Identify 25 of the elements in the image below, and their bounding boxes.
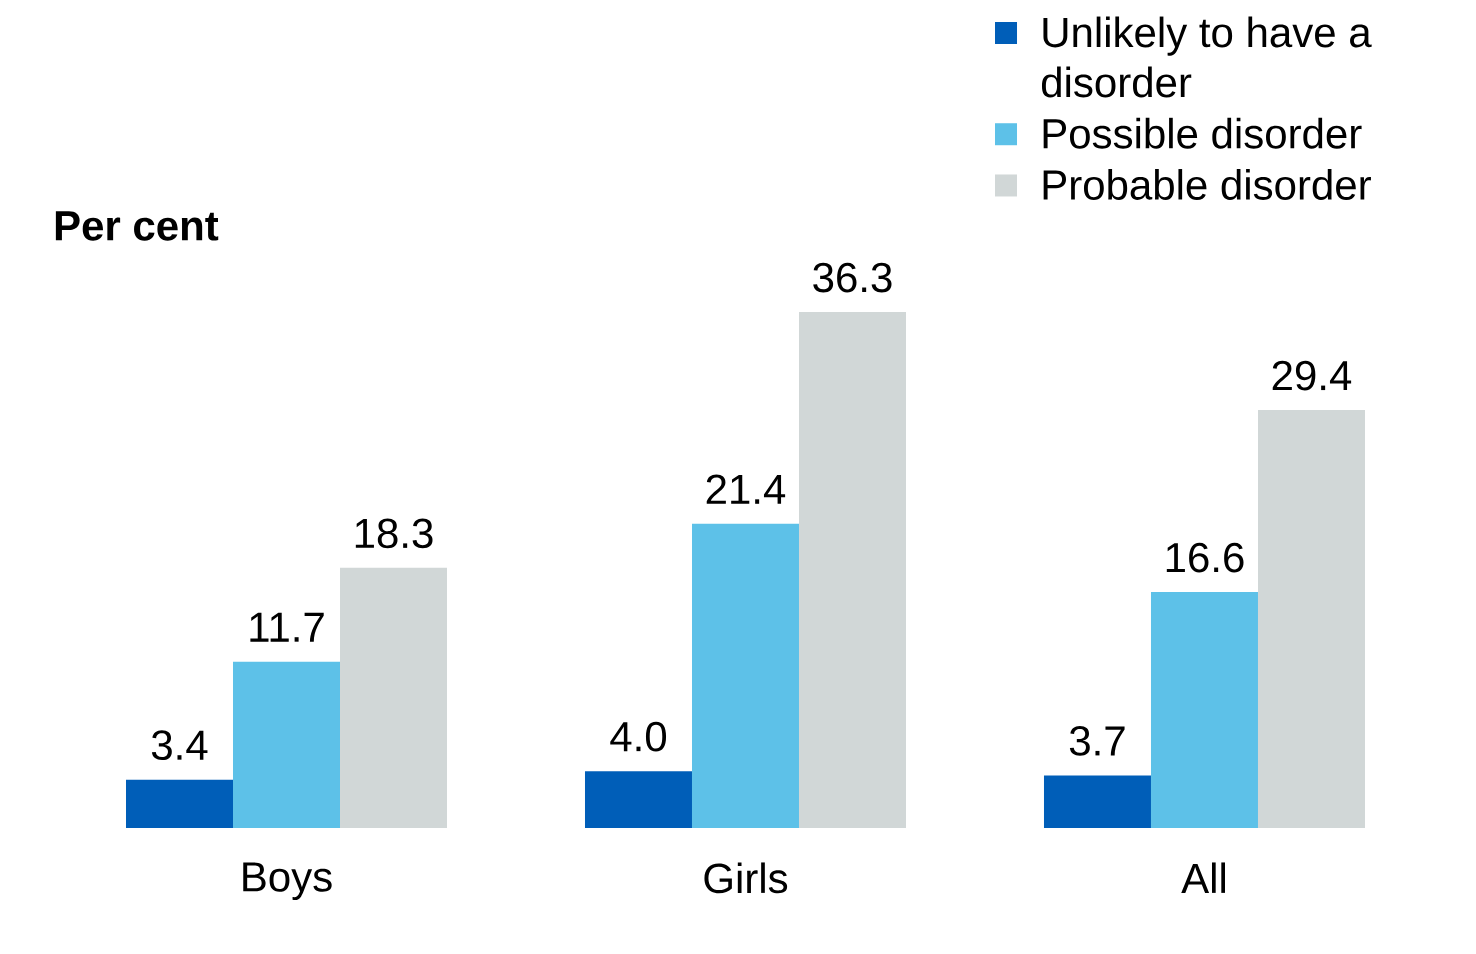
bar (798, 311, 906, 828)
x-tick-label: Boys (243, 862, 332, 901)
data-label: 11.7 (250, 612, 324, 642)
data-label: 36.3 (813, 262, 892, 293)
data-label: 3.4 (151, 730, 208, 761)
bar (340, 567, 447, 828)
bar (1150, 592, 1258, 828)
bar (1257, 410, 1365, 828)
bar (233, 661, 340, 828)
x-tick-label: Girls (704, 862, 788, 894)
legend-label: Unlikely to have a disorder (1041, 16, 1372, 98)
legend-label: Possible disorder (1043, 117, 1362, 149)
bar (584, 771, 692, 828)
data-label: 18.3 (355, 518, 433, 549)
bar (1043, 775, 1151, 828)
x-tick-label: All (1181, 862, 1225, 893)
data-label: 29.4 (1272, 360, 1352, 391)
bar (691, 523, 799, 828)
data-label: 21.4 (706, 474, 786, 504)
data-label: 3.7 (1069, 726, 1125, 756)
data-label: 16.6 (1166, 542, 1244, 573)
bar (126, 779, 233, 828)
data-label: 4.0 (610, 721, 667, 752)
legend-label: Probable disorder (1043, 169, 1371, 200)
y-axis-title: Per cent (55, 211, 219, 241)
